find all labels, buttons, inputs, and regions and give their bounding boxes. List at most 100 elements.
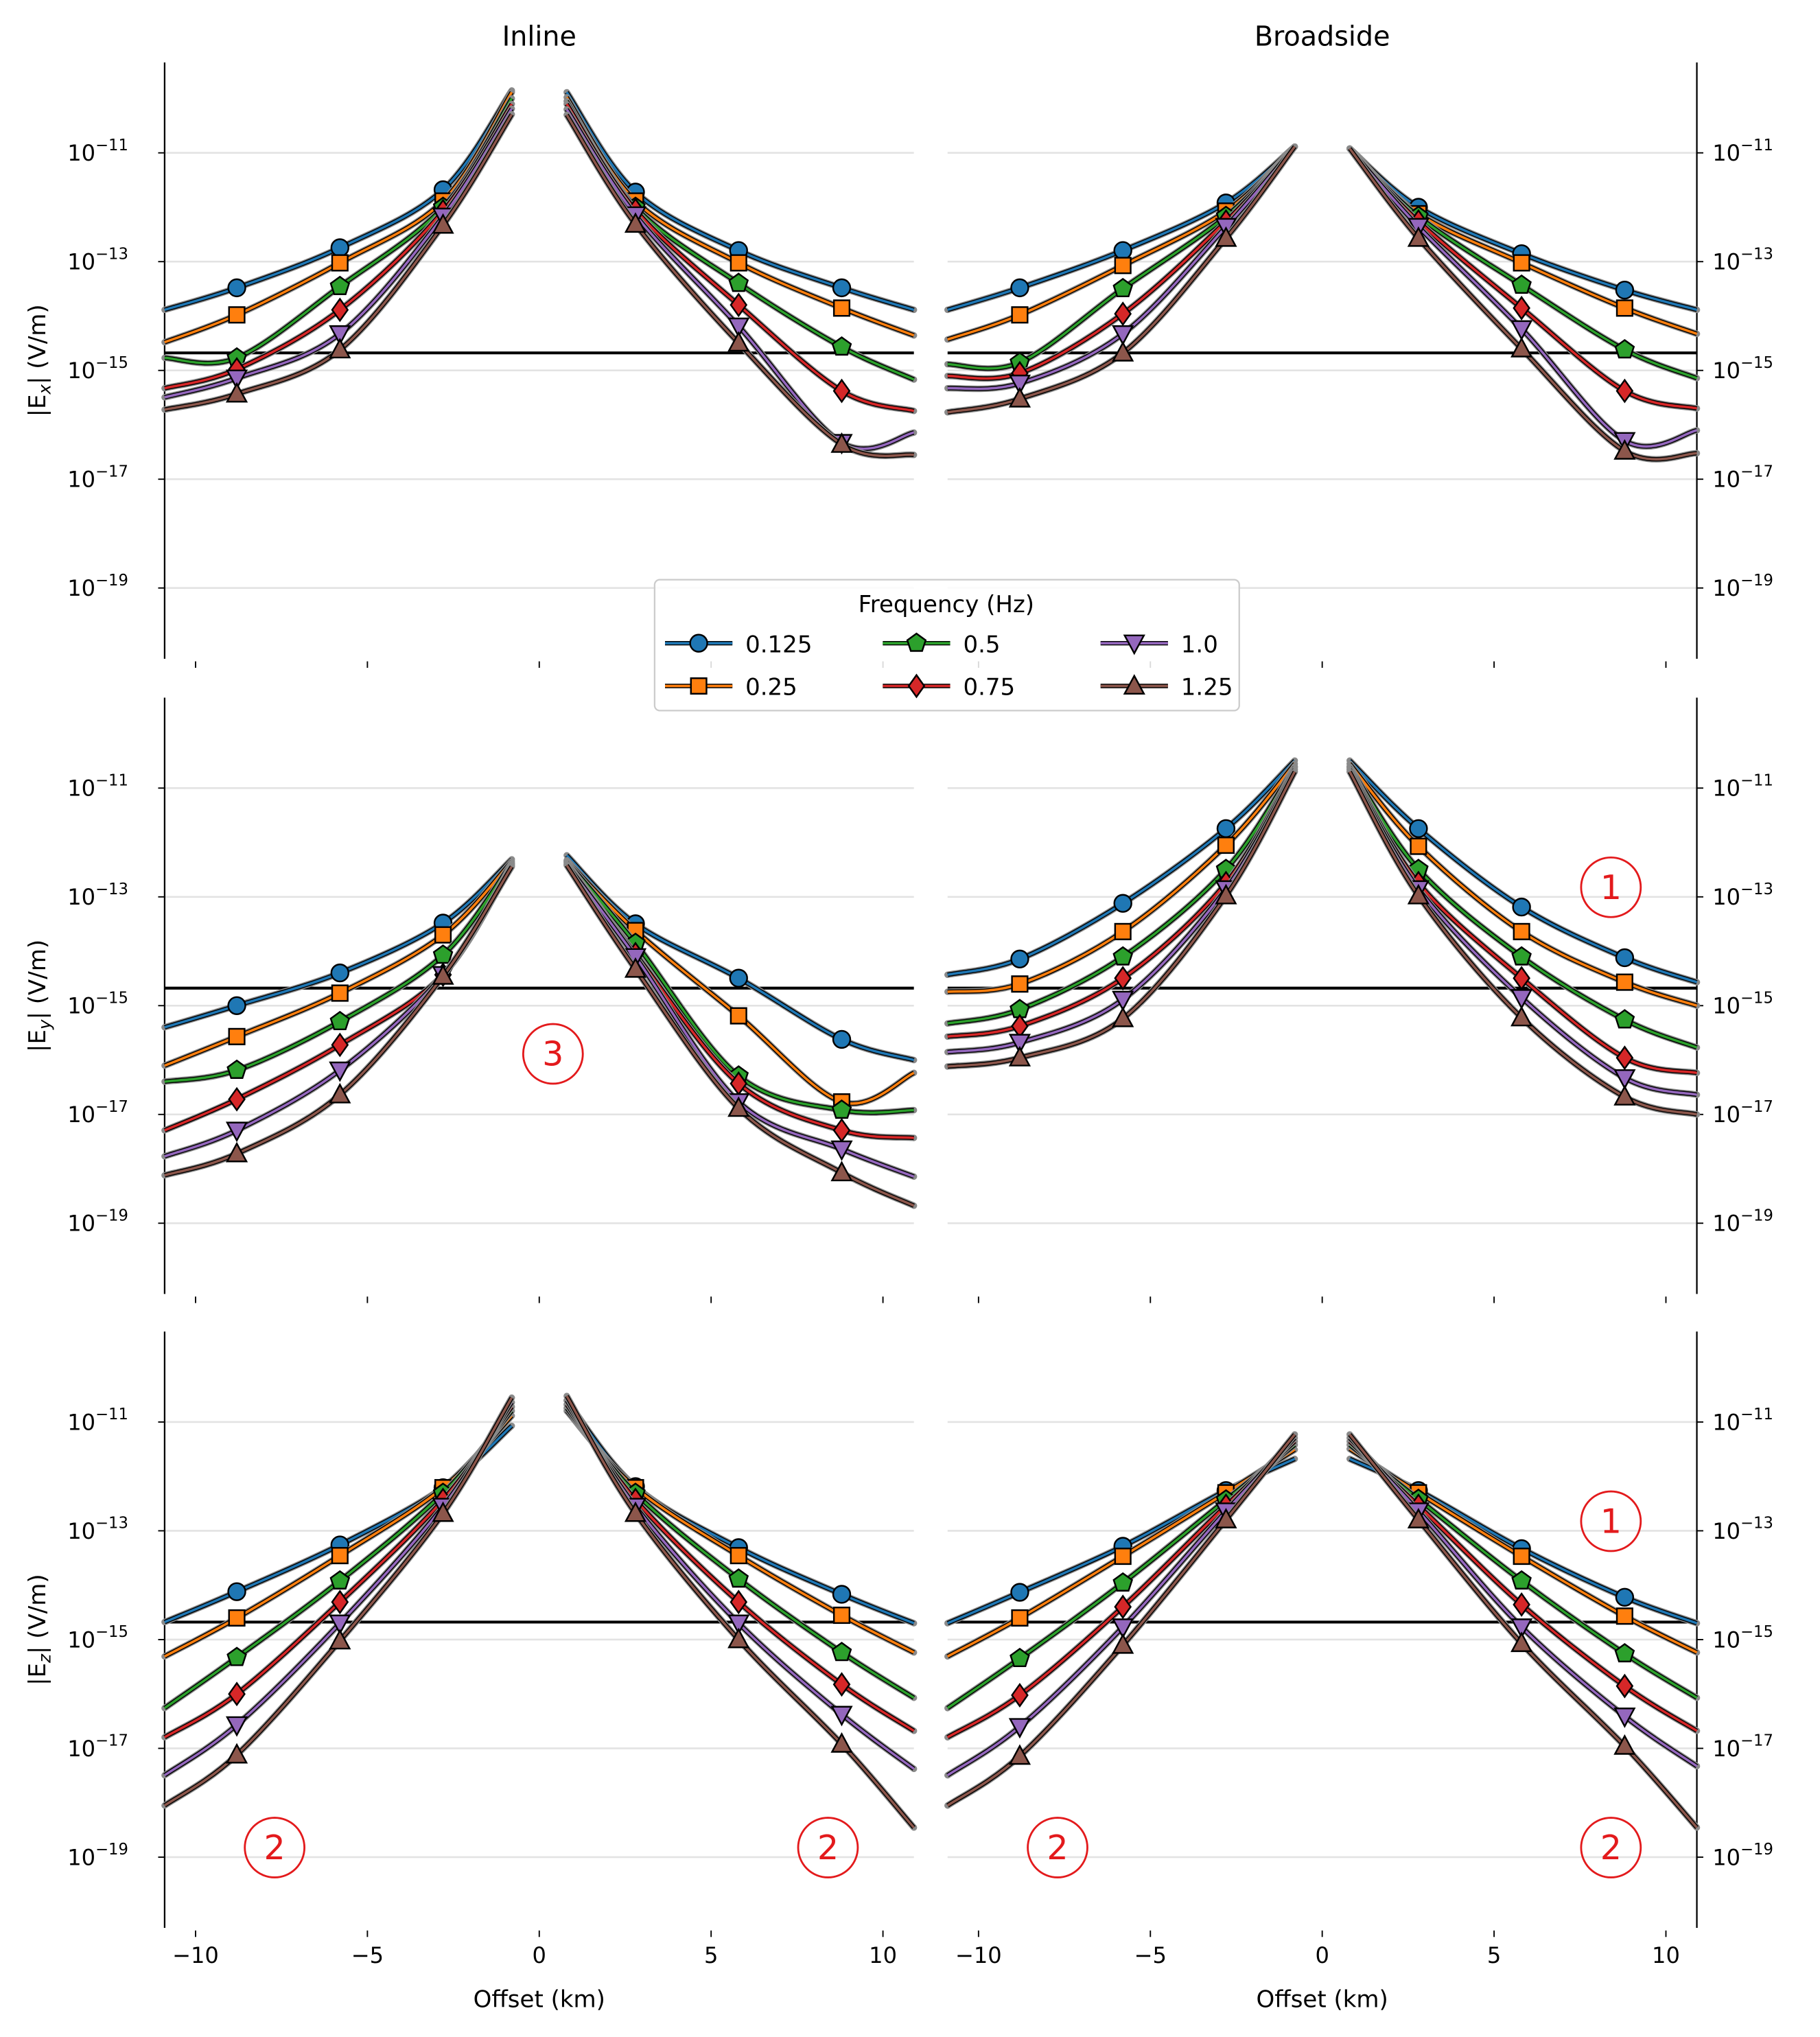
y-tick-base: 10 xyxy=(67,140,95,166)
y-tick-label: 10−17 xyxy=(1712,463,1773,492)
marker-triangle-up xyxy=(432,213,454,234)
marker-triangle-up xyxy=(1613,1084,1636,1106)
marker-triangle-up xyxy=(624,212,647,233)
series-1.25 xyxy=(161,1393,918,1831)
y-tick-label: 10−11 xyxy=(1712,137,1773,166)
marker-circle xyxy=(330,238,349,257)
marker-square xyxy=(1114,1548,1132,1565)
y-axis-label: |Ey| (V/m) xyxy=(24,940,55,1052)
annotation-circle xyxy=(244,1817,306,1878)
y-tick-exponent: −17 xyxy=(1740,1098,1773,1116)
marker-square xyxy=(331,1547,349,1565)
legend-entry-1.25: 1.25 xyxy=(1100,674,1233,701)
y-tick-exponent: −15 xyxy=(1740,990,1773,1008)
y-tick-exponent: −17 xyxy=(95,463,128,480)
marker-diamond xyxy=(1513,1592,1530,1617)
marker-square xyxy=(228,1027,246,1045)
legend-marker-diamond xyxy=(907,673,926,699)
y-tick-exponent: −13 xyxy=(1740,881,1773,898)
y-tick-base: 10 xyxy=(1712,467,1740,493)
marker-circle xyxy=(1615,948,1635,968)
curve-right xyxy=(565,863,915,1178)
marker-triangle-down xyxy=(1008,1718,1031,1739)
marker-square xyxy=(1217,836,1235,854)
marker-circle xyxy=(227,1582,246,1601)
marker-pentagon xyxy=(329,275,351,295)
marker-square xyxy=(1011,306,1029,324)
legend-label: 0.75 xyxy=(963,674,1015,701)
y-tick-exponent: −13 xyxy=(95,245,128,263)
y-tick-label: 10−17 xyxy=(1712,1098,1773,1128)
series-1.25 xyxy=(161,862,918,1209)
marker-square xyxy=(1114,922,1132,940)
annotation-label: 1 xyxy=(1600,1501,1622,1541)
marker-triangle-up xyxy=(1112,1006,1134,1027)
marker-circle xyxy=(1615,280,1635,300)
annotation-circle xyxy=(522,1023,584,1085)
marker-diamond xyxy=(730,292,748,318)
marker-square xyxy=(730,1007,747,1025)
marker-circle xyxy=(1409,819,1428,838)
x-tick-label: 10 xyxy=(869,1942,897,1968)
series-0.125 xyxy=(161,852,918,1064)
y-tick-exponent: −17 xyxy=(1740,1732,1773,1750)
legend-label: 0.5 xyxy=(963,631,1000,658)
legend-label: 0.25 xyxy=(745,674,797,701)
marker-pentagon xyxy=(1511,946,1532,966)
marker-triangle-down xyxy=(329,325,351,346)
series-0.5 xyxy=(944,763,1701,1051)
legend-label: 1.0 xyxy=(1181,631,1218,658)
curve-left xyxy=(164,865,513,1177)
marker-diamond xyxy=(331,297,349,323)
marker-diamond xyxy=(832,1672,851,1697)
marker-triangle-down xyxy=(225,1716,248,1737)
marker-diamond xyxy=(1513,295,1530,321)
marker-square xyxy=(1513,254,1530,272)
y-axis-label-main: |E xyxy=(24,1029,51,1052)
y-tick-label: 10−15 xyxy=(1712,990,1773,1019)
x-tick-label: 0 xyxy=(1315,1942,1329,1968)
annotation-label: 2 xyxy=(264,1828,285,1867)
marker-square xyxy=(832,299,851,317)
marker-triangle-up xyxy=(329,1082,351,1104)
legend-entry-0.125: 0.125 xyxy=(665,631,812,658)
y-tick-exponent: −11 xyxy=(95,771,128,789)
y-tick-label: 10−15 xyxy=(1712,1623,1773,1653)
curve-right xyxy=(1349,771,1697,1116)
y-tick-base: 10 xyxy=(1712,140,1740,166)
marker-diamond xyxy=(228,1681,246,1707)
y-tick-label: 10−11 xyxy=(67,771,128,801)
y-axis-label-subscript: y xyxy=(35,1019,55,1030)
annotation-circle xyxy=(1027,1817,1088,1878)
marker-square xyxy=(1011,1609,1029,1627)
series-0.25 xyxy=(161,857,918,1111)
marker-pentagon xyxy=(831,1099,852,1119)
marker-pentagon xyxy=(329,1570,351,1590)
marker-triangle-up xyxy=(1215,883,1237,905)
marker-pentagon xyxy=(831,1642,852,1662)
y-tick-label: 10−15 xyxy=(67,990,128,1019)
marker-triangle-down xyxy=(1008,374,1031,395)
marker-circle xyxy=(1512,897,1531,917)
marker-diamond xyxy=(1114,1594,1132,1620)
marker-diamond xyxy=(1513,966,1530,991)
marker-circle xyxy=(1010,1583,1029,1602)
marker-triangle-down xyxy=(1112,1618,1134,1640)
legend-title: Frequency (Hz) xyxy=(859,591,1034,618)
marker-triangle-up xyxy=(727,1096,750,1117)
y-tick-exponent: −13 xyxy=(95,1515,128,1533)
marker-triangle-up xyxy=(329,1629,351,1650)
marker-pentagon xyxy=(831,336,852,356)
marker-diamond xyxy=(1615,1673,1634,1699)
legend-marker-circle xyxy=(689,633,708,653)
legend-entry-0.25: 0.25 xyxy=(665,674,797,701)
legend-entry-1.0: 1.0 xyxy=(1100,631,1218,658)
y-tick-exponent: −13 xyxy=(1740,1515,1773,1533)
y-tick-base: 10 xyxy=(67,1736,95,1762)
marker-triangle-up xyxy=(830,1161,853,1182)
y-tick-label: 10−15 xyxy=(67,1623,128,1653)
y-tick-base: 10 xyxy=(67,776,95,802)
y-tick-label: 10−19 xyxy=(1712,572,1773,601)
